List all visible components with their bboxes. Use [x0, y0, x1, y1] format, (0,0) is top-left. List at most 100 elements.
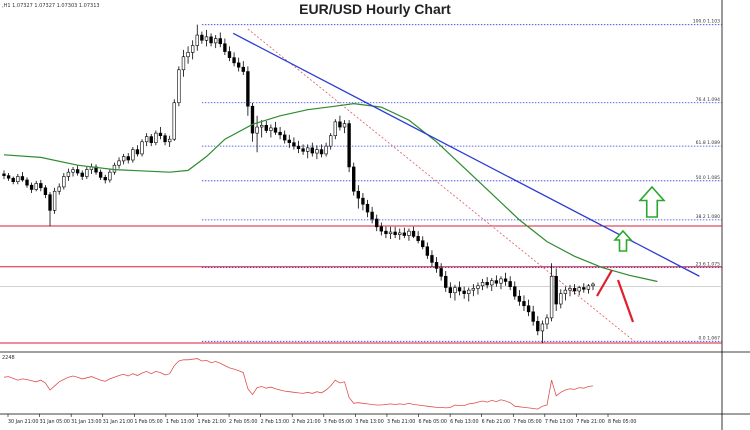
candle-body	[283, 134, 287, 141]
candle	[126, 153, 130, 164]
candle	[11, 176, 15, 185]
candle	[232, 52, 236, 67]
candle	[89, 163, 94, 174]
candle	[39, 179, 43, 192]
x-tick-label: 7 Feb 21:00	[576, 419, 604, 425]
candle	[444, 271, 448, 292]
candle-body	[287, 139, 291, 143]
candle-body	[80, 172, 84, 177]
candle-body	[513, 286, 517, 297]
candle	[476, 282, 480, 295]
candle-body	[25, 179, 29, 186]
candle-body	[209, 36, 213, 44]
candle-body	[260, 125, 264, 128]
candle-body	[494, 280, 499, 284]
candle-body	[66, 171, 71, 177]
candle-body	[20, 176, 25, 181]
candle	[494, 275, 499, 287]
x-tick-label: 1 Feb 21:00	[197, 419, 225, 425]
candle-body	[370, 211, 374, 220]
x-tick-label: 1 Feb 13:00	[166, 419, 194, 425]
candle	[402, 227, 407, 239]
candle	[457, 281, 462, 296]
candle	[144, 133, 149, 147]
x-tick-label: 7 Feb 05:00	[513, 419, 541, 425]
oscillator-layer	[3, 358, 594, 410]
candle-body	[131, 149, 135, 161]
candle	[66, 168, 71, 181]
candle	[287, 134, 291, 148]
candle	[536, 316, 540, 336]
candle	[117, 157, 121, 169]
x-tick-label: 3 Feb 21:00	[387, 419, 415, 425]
candle	[568, 284, 572, 297]
fib-level-label: 38.2 1.080	[696, 214, 720, 220]
candle-body	[554, 275, 558, 305]
chart-title: EUR/USD Hourly Chart	[299, 1, 451, 17]
candle	[177, 66, 181, 107]
candle	[108, 169, 112, 183]
fib-level-label: 50.0 1.085	[696, 175, 720, 181]
candle-body	[379, 226, 384, 232]
candle-body	[296, 145, 301, 150]
candle-body	[503, 278, 508, 282]
candle-body	[582, 287, 586, 290]
candle-body	[425, 246, 430, 256]
candle-body	[499, 278, 503, 284]
candle	[559, 289, 563, 309]
candle-body	[517, 295, 522, 302]
candle	[361, 192, 365, 211]
candle	[370, 206, 374, 224]
candle-body	[485, 282, 489, 286]
candle	[246, 66, 250, 116]
candle-body	[384, 230, 388, 235]
candle-body	[135, 149, 140, 155]
candle-body	[319, 149, 324, 155]
candle-body	[34, 183, 38, 190]
candle	[135, 145, 140, 157]
candle	[586, 284, 591, 294]
candle-body	[572, 288, 577, 292]
candle-body	[471, 288, 476, 291]
candle-body	[586, 285, 591, 290]
candle-body	[264, 125, 268, 131]
candle	[453, 284, 457, 301]
candle-body	[526, 305, 531, 313]
candle	[513, 281, 517, 300]
candle-body	[467, 289, 471, 294]
candle-body	[117, 160, 121, 166]
candle	[20, 172, 25, 182]
x-tick-label: 2 Feb 21:00	[292, 419, 320, 425]
candle	[347, 120, 351, 173]
candle-body	[200, 34, 204, 41]
candle	[236, 57, 241, 72]
candle	[319, 144, 324, 158]
candle-body	[172, 102, 176, 140]
candle	[499, 276, 503, 290]
candle-body	[163, 135, 167, 143]
candle	[6, 173, 11, 181]
fib-level-label: 23.6 1.075	[696, 262, 720, 268]
candle	[52, 187, 57, 214]
candle-body	[2, 173, 6, 176]
candle-body	[108, 171, 112, 181]
fib-level-label: 61.8 1.089	[696, 140, 720, 146]
candle-body	[536, 321, 540, 332]
candle-body	[522, 301, 526, 307]
x-tick-label: 6 Feb 05:00	[419, 419, 447, 425]
candle	[421, 236, 425, 250]
candle-body	[43, 187, 48, 196]
candle-body	[434, 262, 439, 269]
candle	[365, 199, 370, 218]
candle	[425, 242, 430, 259]
candle-body	[227, 51, 232, 58]
moving-average-line	[3, 102, 658, 283]
x-tick-label: 6 Feb 13:00	[450, 419, 478, 425]
candle	[80, 170, 84, 180]
candle	[158, 127, 163, 140]
candle	[384, 226, 388, 239]
candle-body	[310, 147, 314, 154]
candle	[411, 226, 416, 239]
candle	[181, 49, 186, 77]
candle	[94, 164, 98, 175]
